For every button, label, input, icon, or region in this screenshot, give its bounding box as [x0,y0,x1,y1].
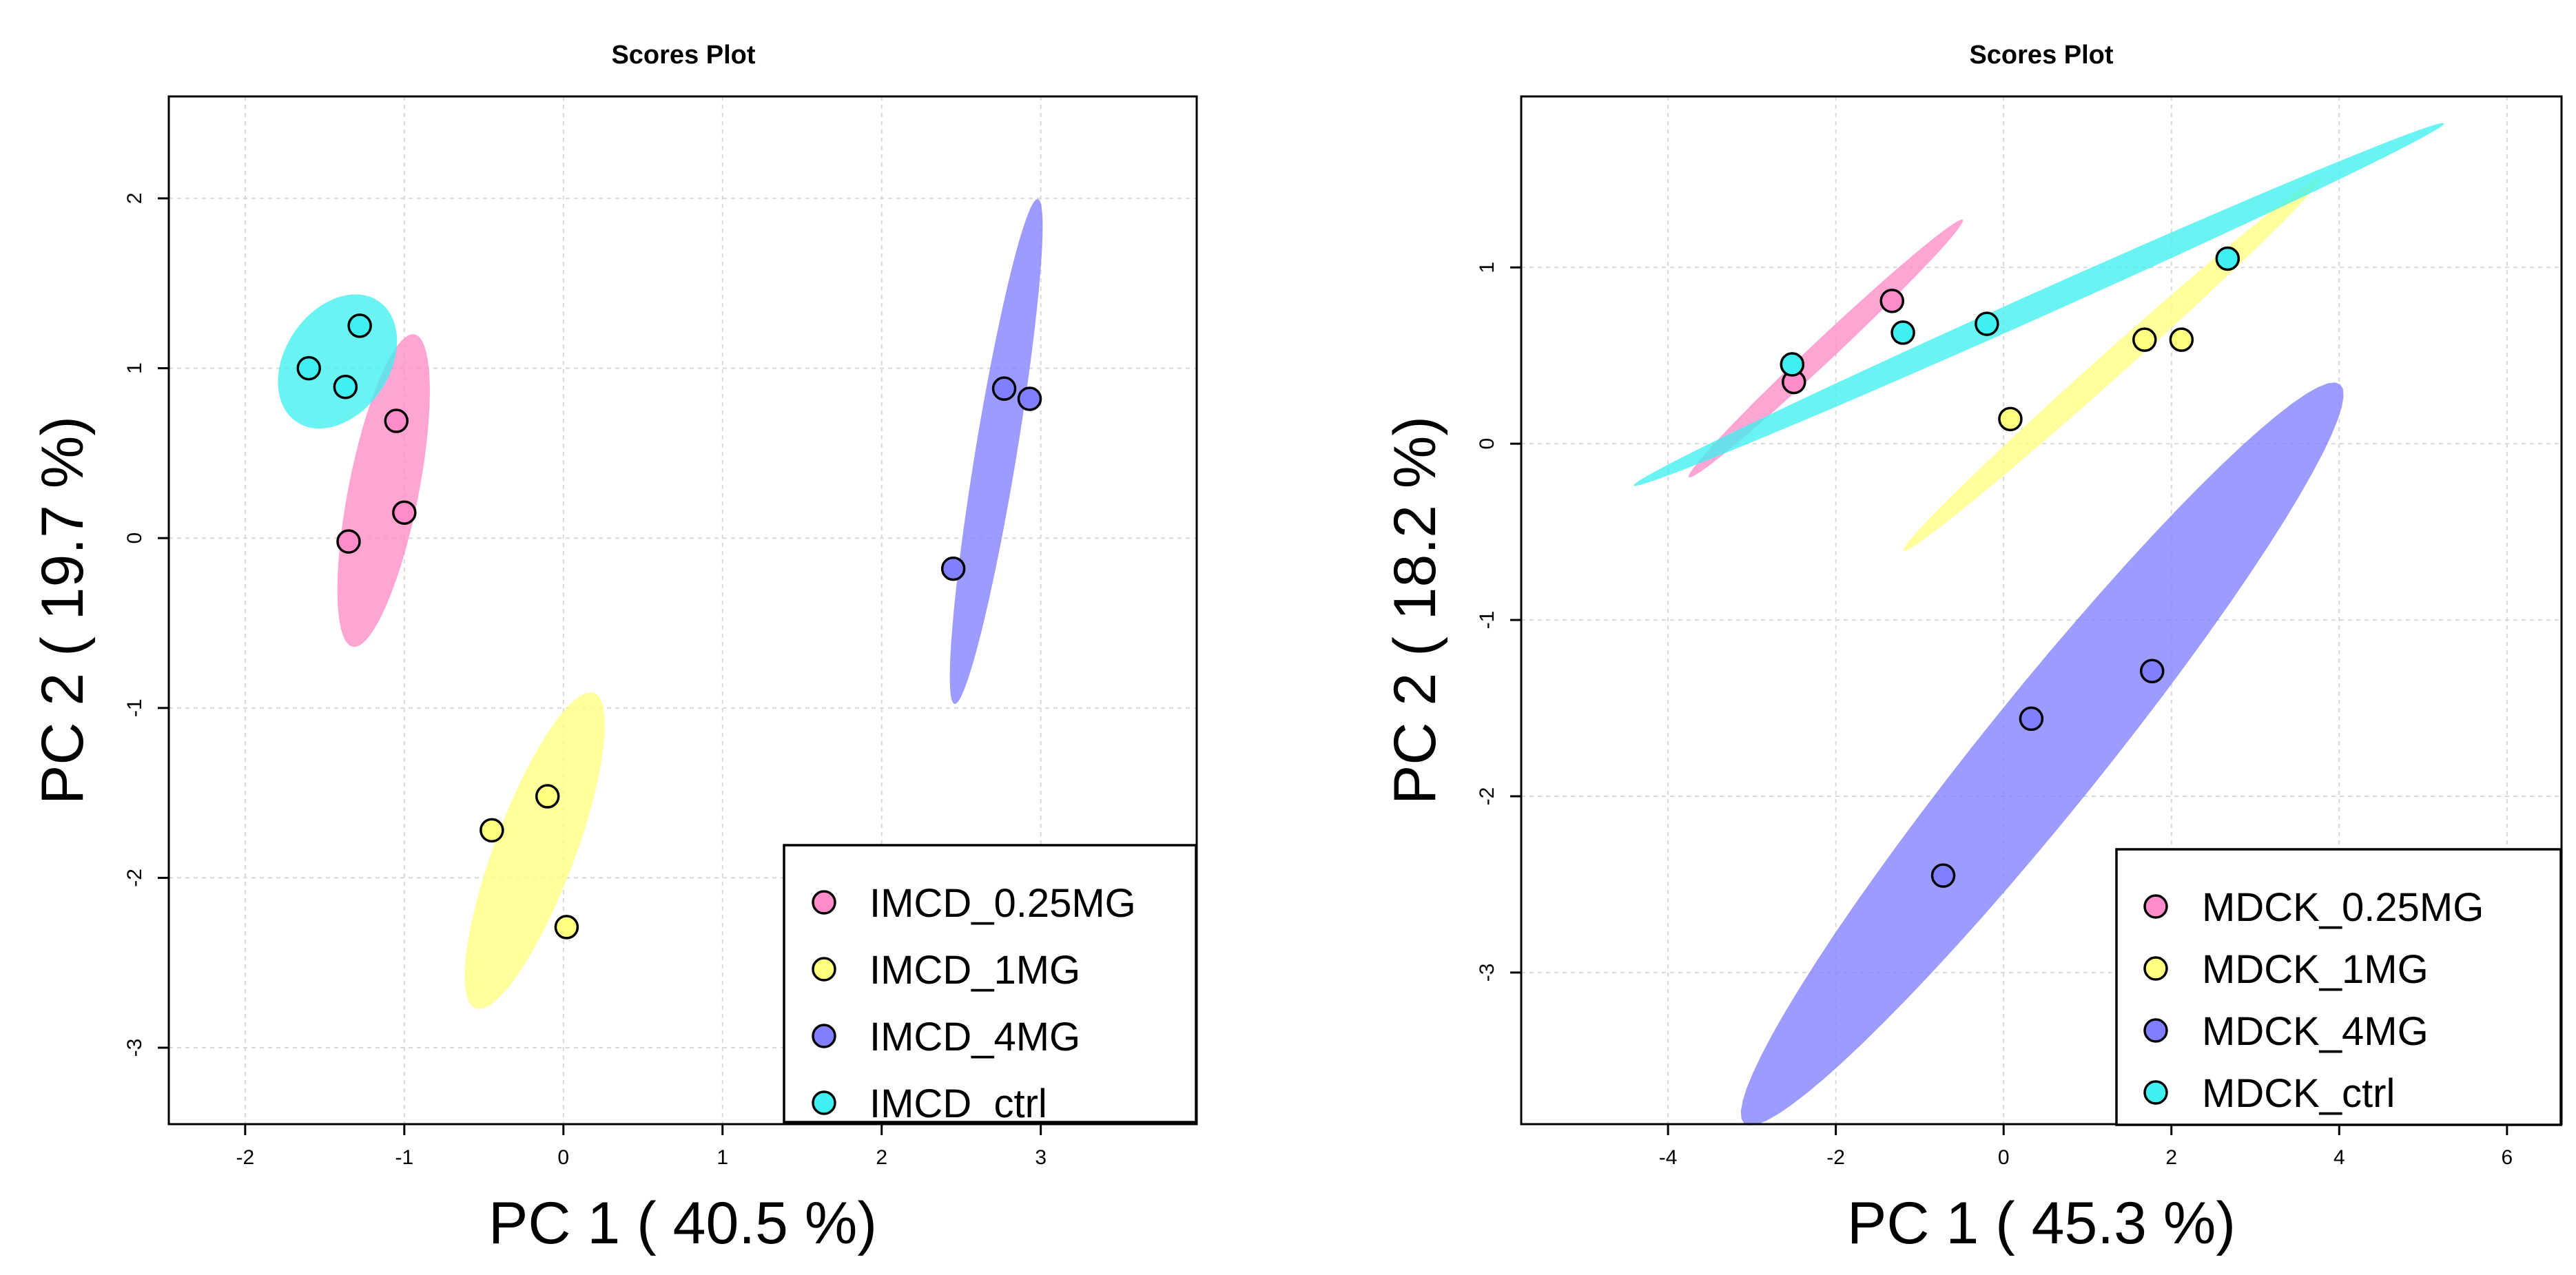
legend-marker [2143,956,2168,981]
x-tick-label: 2 [2165,1146,2177,1169]
x-tick-label: -1 [395,1146,413,1169]
ellipse-MDCK_4MG [1740,382,2344,1126]
point-MDCK_ctrl [1780,352,1805,377]
x-tick-label: 4 [2333,1146,2345,1169]
point-IMCD_1MG [480,818,504,843]
legend-marker [812,1090,836,1115]
legend-label: MDCK_ctrl [2202,1071,2395,1116]
point-MDCK_1MG [2132,327,2157,352]
x-tick-label: -2 [236,1146,255,1169]
ellipse-MDCK_ctrl [1633,123,2444,486]
legend-marker [812,1024,836,1048]
x-tick-label: -4 [1659,1146,1678,1169]
point-IMCD_1MG [535,784,560,809]
data-points [1780,246,2240,888]
x-tick-label: 6 [2502,1146,2513,1169]
y-tick-label: -3 [123,1039,146,1057]
y-tick-label: -1 [123,698,146,717]
y-tick-label: 1 [1476,262,1498,273]
point-IMCD_4MG [1017,386,1042,411]
y-tick-label: -3 [1476,964,1498,982]
point-IMCD_ctrl [347,313,372,338]
x-axis-label: PC 1 ( 45.3 %) [1847,1190,2236,1256]
point-MDCK_ctrl [2215,246,2240,271]
legend-label: IMCD_0.25MG [869,881,1136,926]
point-MDCK_1MG [1998,406,2023,432]
point-MDCK_ctrl [1975,311,1999,336]
legend-label: IMCD_4MG [869,1015,1080,1059]
legend-marker [2143,1018,2168,1043]
point-IMCD_0.25MG [336,529,361,554]
point-MDCK_0.25MG [1879,289,1904,313]
confidence-ellipses [278,198,1043,1009]
point-MDCK_ctrl [1890,320,1915,345]
confidence-ellipses [1633,123,2444,1126]
plot-frame [1520,95,2563,1126]
point-MDCK_4MG [2139,659,2165,684]
point-MDCK_1MG [2169,327,2194,352]
ellipse-IMCD_4MG [949,198,1043,705]
y-tick-label: 0 [1476,438,1498,450]
y-tick-label: -2 [123,869,146,887]
legend-label: MDCK_4MG [2202,1009,2429,1054]
scores-plot-panel-2: Scores Plot -4 -2 0 2 4 6 -3 -2 -1 0 1 PC 1 ( 45.3 %… [1382,41,2563,1256]
legend-label: IMCD_1MG [869,948,1080,993]
legend-label: IMCD_ctrl [869,1081,1047,1126]
point-IMCD_0.25MG [384,408,409,433]
legend-marker [812,890,836,915]
data-points [296,313,1042,940]
point-MDCK_4MG [2019,706,2044,732]
ellipse-IMCD_0.25MG [337,334,430,647]
x-tick-label: 1 [717,1146,728,1169]
x-tick-label: -2 [1826,1146,1845,1169]
legend-box [2115,848,2562,1126]
legend: MDCK_0.25MG MDCK_1MG MDCK_4MG MDCK_ctrl [2115,848,2562,1126]
y-axis-label: PC 2 ( 18.2 %) [1382,416,1448,805]
legend-box [783,844,1197,1123]
chart-title: Scores Plot [1969,41,2113,70]
legend: IMCD_0.25MG IMCD_1MG IMCD_4MG IMCD_ctrl [783,844,1197,1126]
y-tick-label: 2 [123,193,146,205]
point-IMCD_4MG [940,556,966,581]
x-tick-label: 2 [876,1146,887,1169]
ellipse-IMCD_1MG [464,692,605,1009]
x-tick-label: 3 [1035,1146,1047,1169]
scores-plot-panel-1: Scores Plot -2 -1 0 1 2 3 -3 -2 -1 0 1 2 PC 1 ( 40.5 … [30,41,1198,1256]
legend-marker [2143,894,2168,919]
legend-marker [2143,1080,2168,1105]
point-IMCD_0.25MG [392,500,417,525]
legend-marker [812,957,836,982]
y-axis-label: PC 2 ( 19.7 %) [30,416,96,805]
ellipse-MDCK_1MG [1903,178,2320,551]
point-IMCD_ctrl [296,355,321,381]
chart-title: Scores Plot [611,41,755,70]
x-axis-label: PC 1 ( 40.5 %) [488,1190,877,1256]
y-tick-label: -1 [1476,611,1498,630]
x-tick-label: 0 [557,1146,569,1169]
ellipse-MDCK_0.25MG [1688,219,1964,478]
x-tick-label: 0 [1998,1146,2010,1169]
plot-frame [167,95,1198,1126]
point-IMCD_ctrl [333,374,358,400]
legend-label: MDCK_1MG [2202,947,2429,992]
grid-lines [169,96,1197,1124]
y-tick-label: -2 [1476,787,1498,806]
legend-label: MDCK_0.25MG [2202,885,2484,930]
y-tick-label: 0 [123,532,146,544]
point-IMCD_4MG [991,376,1017,401]
y-tick-label: 1 [123,362,146,374]
point-MDCK_4MG [1930,863,1956,888]
point-IMCD_1MG [554,915,579,940]
